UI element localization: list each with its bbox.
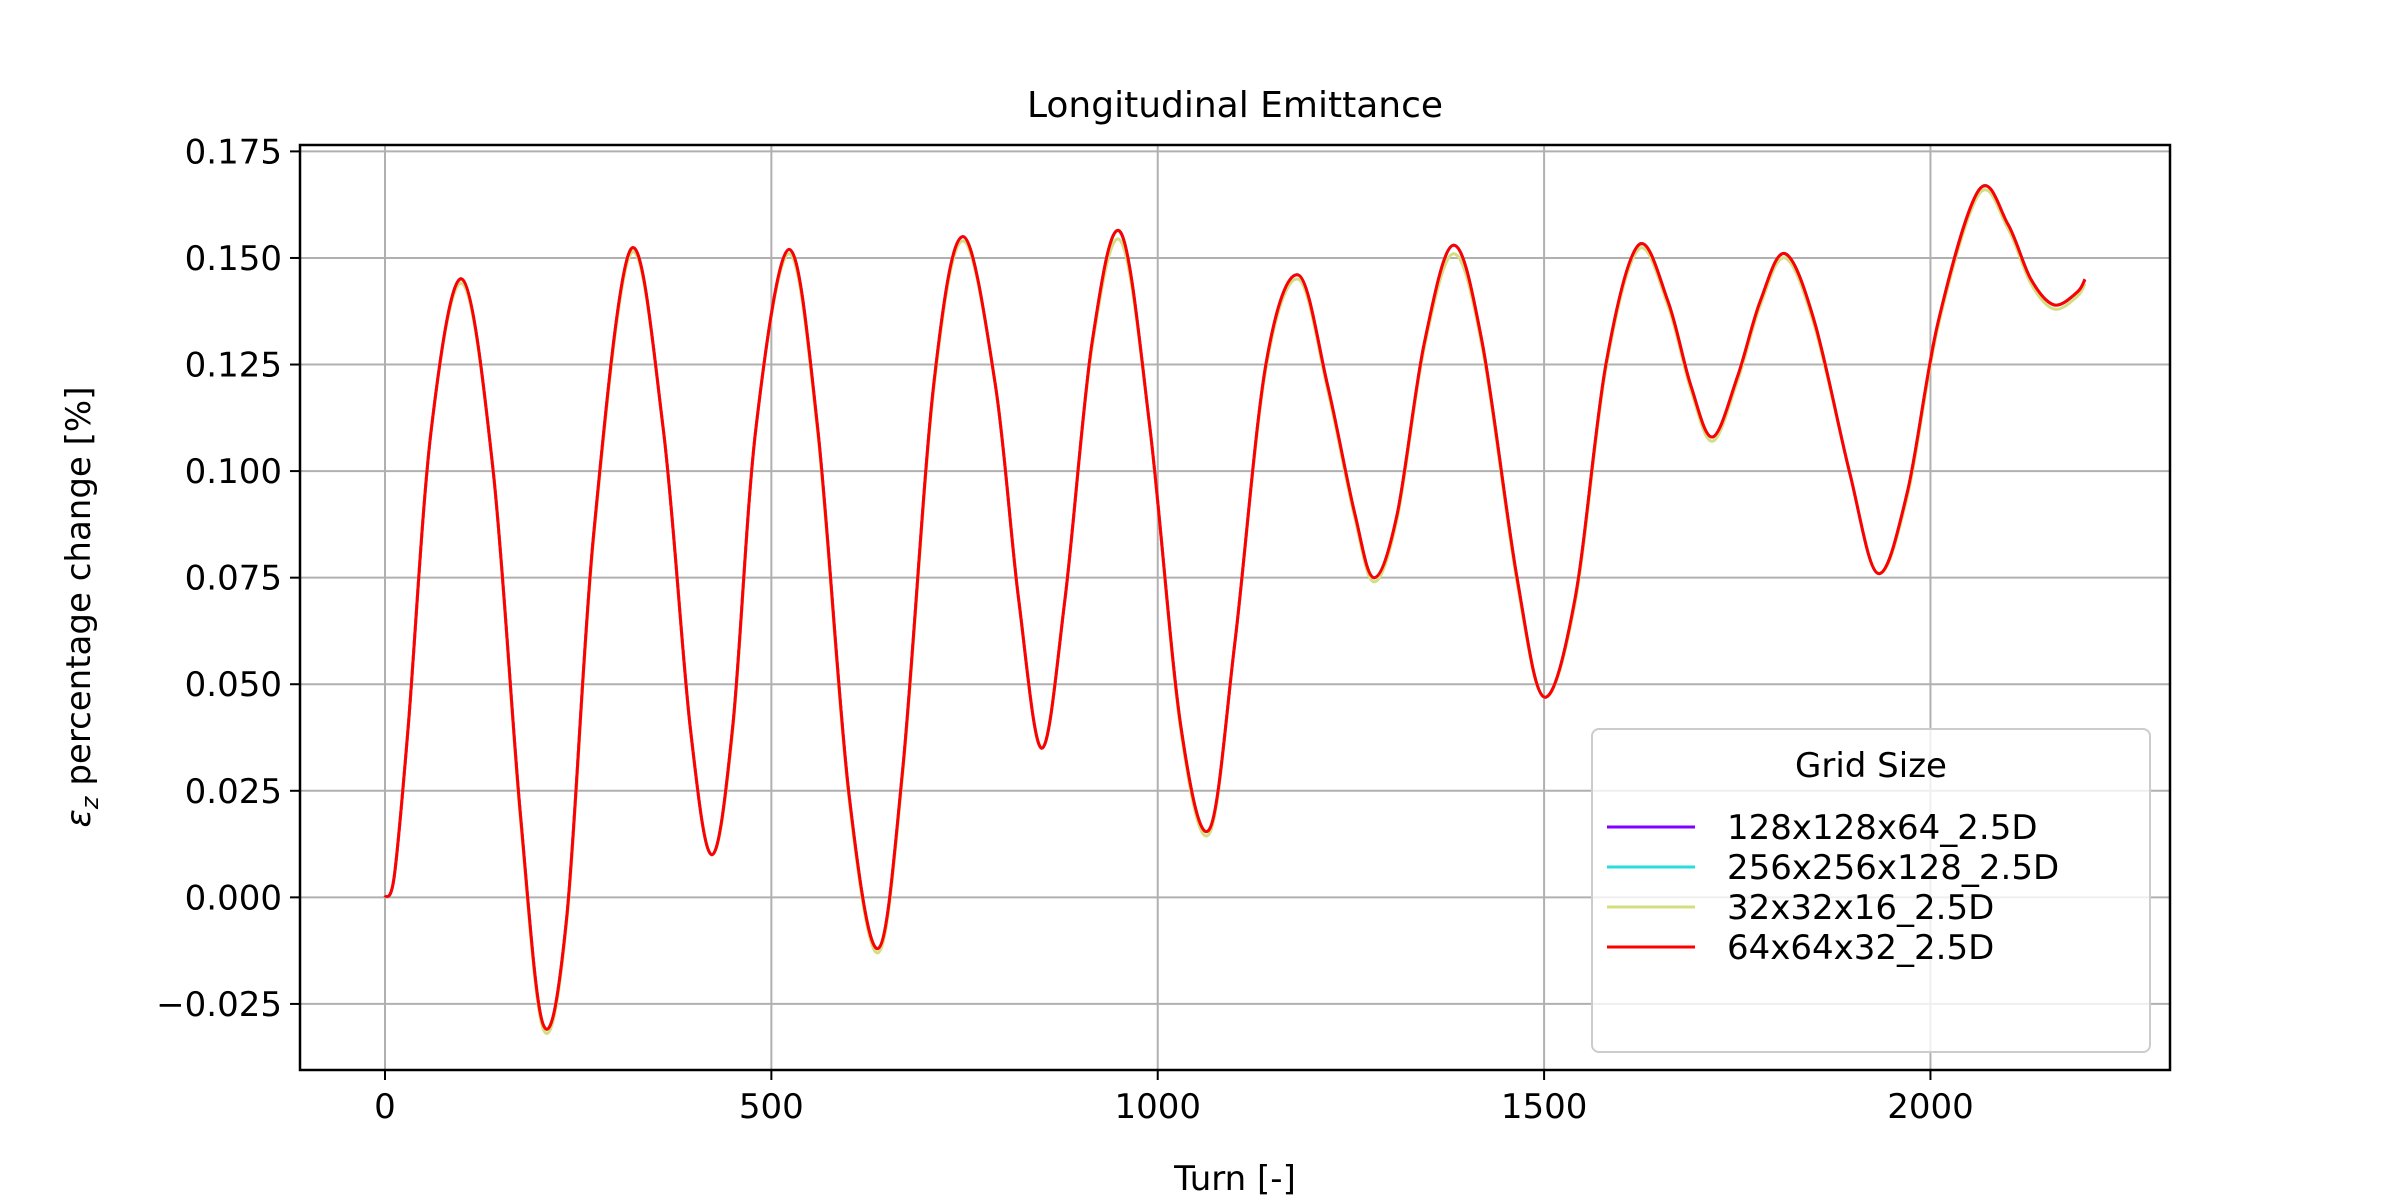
legend-label: 128x128x64_2.5D (1727, 808, 2038, 848)
y-tick-label: 0.000 (185, 878, 282, 918)
axis-ticks: 0 500 1000 1500 2000 −0.025 0.000 0.025 0.050 0.0… (156, 132, 1974, 1127)
chart-title: Longitudinal Emittance (1027, 85, 1443, 126)
legend: Grid Size 128x128x64_2.5D256x256x128_2.5… (1591, 728, 2151, 1053)
y-tick-label: 0.075 (185, 559, 282, 599)
x-tick-label: 1500 (1501, 1087, 1588, 1127)
x-tick-label: 2000 (1887, 1087, 1974, 1127)
y-tick-label: 0.050 (185, 665, 282, 705)
x-tick-label: 1000 (1114, 1087, 1201, 1127)
x-tick-label: 500 (739, 1087, 804, 1127)
y-tick-label: 0.025 (185, 772, 282, 812)
x-tick-label: 0 (374, 1087, 396, 1127)
y-tick-label: 0.175 (185, 132, 282, 172)
series-lines (383, 184, 2087, 1035)
y-tick-label: −0.025 (156, 985, 282, 1025)
y-axis-label-subscript: z (76, 795, 104, 810)
legend-box (1591, 728, 2151, 1053)
legend-label: 64x64x32_2.5D (1727, 928, 1994, 968)
y-tick-label: 0.100 (185, 452, 282, 492)
y-tick-label: 0.150 (185, 239, 282, 279)
y-axis-label-symbol: ε (59, 809, 99, 827)
legend-title: Grid Size (1795, 746, 1947, 786)
series-line-3 (383, 184, 2087, 1031)
x-axis-label: Turn [-] (1173, 1159, 1296, 1199)
y-axis-label: εz percentage change [%] (59, 387, 104, 828)
plot-frame (298, 143, 2172, 1072)
y-tick-label: 0.125 (185, 346, 282, 386)
legend-label: 256x256x128_2.5D (1727, 848, 2059, 888)
legend-entries: 128x128x64_2.5D256x256x128_2.5D32x32x16_… (1607, 808, 2059, 968)
y-axis-label-rest: percentage change [%] (59, 387, 99, 797)
legend-label: 32x32x16_2.5D (1727, 888, 1994, 928)
